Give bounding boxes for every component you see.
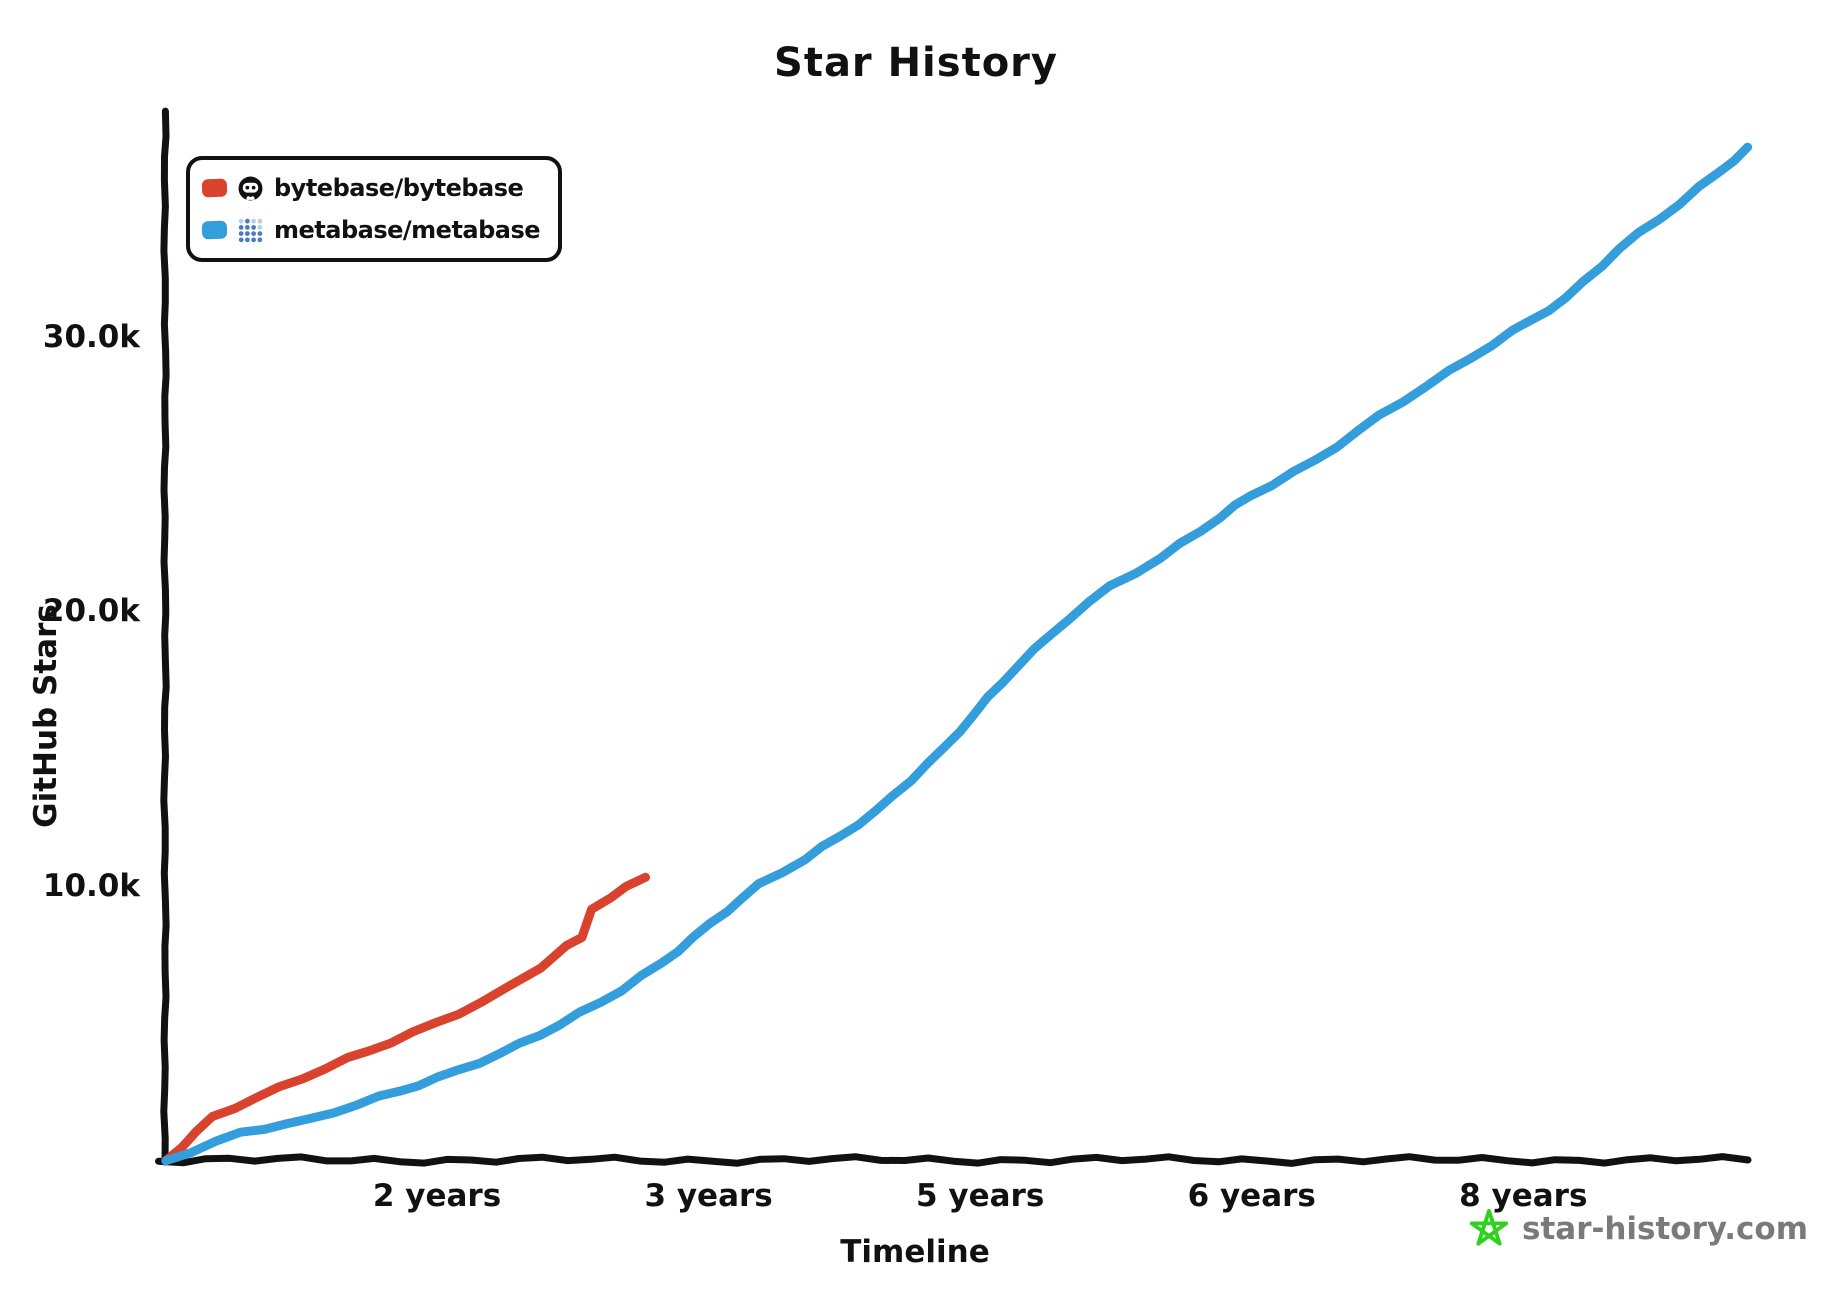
legend-item-bytebase: bytebase/bytebase (201, 170, 540, 206)
y-tick-20.0k: 20.0k (42, 593, 140, 629)
x-tick-6-years: 6 years (1187, 1178, 1316, 1214)
legend-item-metabase: metabase/metabase (201, 212, 541, 248)
star-history-logo-icon (1469, 1208, 1509, 1246)
chart-title: Star History (774, 40, 1058, 86)
x-tick-5-years: 5 years (916, 1178, 1045, 1214)
y-axis-title: GitHub Stars (28, 604, 64, 828)
watermark: star-history.com (1468, 1206, 1808, 1252)
x-tick-2-years: 2 years (372, 1178, 502, 1214)
bytebase-avatar-icon (237, 175, 264, 202)
legend-repo-label: metabase/metabase (274, 216, 541, 244)
x-axis-title: Timeline (840, 1234, 990, 1270)
legend-swatch (201, 220, 228, 240)
x-tick-8-years: 8 years (1459, 1178, 1588, 1214)
x-tick-3-years: 3 years (644, 1178, 773, 1214)
y-axis-line (160, 107, 170, 1166)
legend-box: bytebase/bytebase metabase/metabase (186, 156, 563, 262)
series-line-metabase (161, 142, 1753, 1166)
watermark-text: star-history.com (1522, 1211, 1809, 1247)
legend-repo-label: bytebase/bytebase (274, 174, 524, 202)
metabase-logo-icon (237, 217, 264, 244)
legend-swatch (201, 178, 228, 198)
x-axis-line (155, 1153, 1752, 1167)
y-tick-30.0k: 30.0k (42, 318, 140, 355)
series-line-bytebase (161, 872, 650, 1166)
y-tick-10.0k: 10.0k (42, 867, 140, 904)
